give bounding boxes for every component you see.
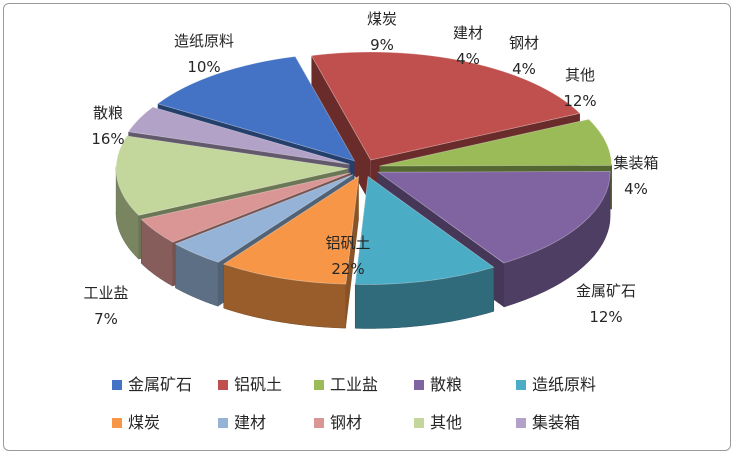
data-label-percent-6: 4%: [456, 50, 480, 68]
legend-label-1: 铝矾土: [234, 375, 282, 394]
data-label-name-4: 造纸原料: [174, 32, 234, 50]
legend-item-1: 铝矾土: [218, 375, 282, 394]
pie-slice-9-top: [127, 106, 350, 165]
pie-slice-1-top: [310, 51, 581, 161]
legend-label-6: 建材: [234, 413, 266, 432]
data-label-name-6: 建材: [453, 24, 483, 42]
pie-slice-5: [222, 175, 360, 329]
legend-label-3: 散粮: [430, 375, 462, 394]
legend-swatch-6: [218, 418, 228, 428]
data-label-percent-7: 4%: [512, 60, 536, 78]
pie-slice-5-top: [222, 175, 360, 285]
data-label-percent-2: 7%: [94, 310, 118, 328]
legend-item-2: 工业盐: [314, 375, 378, 394]
legend-item-6: 建材: [218, 413, 266, 432]
legend-swatch-0: [112, 380, 122, 390]
legend-item-4: 造纸原料: [516, 375, 596, 394]
pie-slice-8-top: [115, 135, 349, 216]
legend-item-7: 钢材: [314, 413, 362, 432]
data-label-percent-3: 16%: [91, 130, 124, 148]
data-label-percent-4: 10%: [187, 58, 220, 76]
legend-item-8: 其他: [414, 413, 462, 432]
legend-label-8: 其他: [430, 413, 462, 432]
legend-label-9: 集装箱: [532, 413, 580, 432]
legend-swatch-2: [314, 380, 324, 390]
data-label-name-7: 钢材: [509, 34, 539, 52]
legend-swatch-8: [414, 418, 424, 428]
pie-slice-5-side-0: [223, 263, 347, 329]
pie-labels-layer: 金属矿石 12% 铝矾土 22% 工业盐 7% 散粮 16% 造纸原料 10% 煤炭 9% 建材 4% 钢材…: [83, 10, 658, 328]
legend-item-5: 煤炭: [112, 413, 160, 432]
data-label-percent-9: 4%: [624, 180, 648, 198]
pie-slice-6-top: [174, 174, 354, 263]
data-label-percent-1: 22%: [331, 260, 364, 278]
pie-slice-2-top: [379, 118, 613, 167]
legend-swatch-7: [314, 418, 324, 428]
data-label-percent-5: 9%: [370, 36, 394, 54]
legend-item-3: 散粮: [414, 375, 462, 394]
legend-swatch-4: [516, 380, 526, 390]
legend-swatch-5: [112, 418, 122, 428]
legend-label-4: 造纸原料: [532, 375, 596, 394]
data-label-name-1: 铝矾土: [325, 234, 370, 252]
pie-slice-4-top: [354, 175, 495, 285]
legend-label-0: 金属矿石: [128, 375, 192, 394]
legend-label-5: 煤炭: [128, 413, 160, 432]
legend-swatch-3: [414, 380, 424, 390]
pie-3d-layer: [115, 51, 613, 329]
data-label-name-9: 集装箱: [613, 154, 658, 172]
legend-swatch-1: [218, 380, 228, 390]
legend-item-0: 金属矿石: [112, 375, 192, 394]
data-label-percent-8: 12%: [563, 92, 596, 110]
legend-swatch-9: [516, 418, 526, 428]
legend-label-2: 工业盐: [330, 375, 378, 394]
data-label-name-0: 金属矿石: [576, 282, 636, 300]
data-label-name-2: 工业盐: [83, 284, 128, 302]
legend-label-7: 钢材: [330, 413, 362, 432]
pie-slice-7-top: [140, 172, 351, 243]
legend-item-9: 集装箱: [516, 413, 580, 432]
pie-slice-1-wall-0: [311, 55, 371, 205]
pie-slice-4: [354, 175, 495, 329]
pie-slice-4-side-0: [354, 266, 495, 329]
pie-slice-0-top: [156, 56, 356, 162]
data-label-percent-0: 12%: [589, 308, 622, 326]
data-label-name-8: 其他: [565, 66, 595, 84]
data-label-name-3: 散粮: [93, 104, 123, 122]
data-label-name-5: 煤炭: [367, 10, 397, 28]
pie-slice-3-top: [376, 170, 611, 264]
